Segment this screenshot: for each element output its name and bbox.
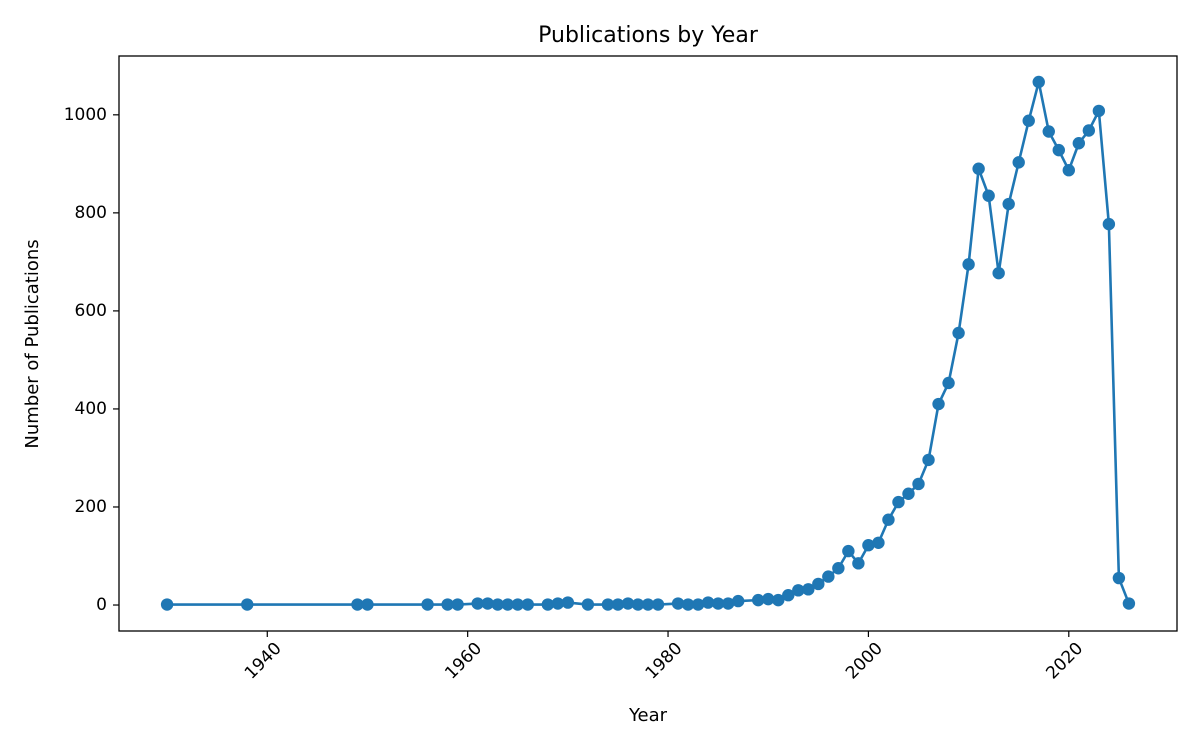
- data-point: [1112, 571, 1126, 585]
- data-point: [792, 584, 805, 597]
- y-tick-label: 400: [75, 399, 107, 419]
- data-point: [802, 583, 815, 596]
- data-point: [351, 598, 364, 611]
- data-point: [842, 544, 855, 558]
- data-point: [160, 598, 174, 611]
- data-point: [1002, 197, 1015, 211]
- data-point: [862, 539, 875, 552]
- x-tick-label: 2020: [1042, 639, 1087, 684]
- data-point: [511, 598, 524, 611]
- data-point: [1042, 125, 1055, 138]
- data-point: [631, 598, 645, 611]
- data-point: [1092, 104, 1106, 118]
- data-point: [611, 598, 625, 611]
- y-tick-label: 0: [96, 595, 107, 615]
- data-point: [651, 598, 665, 611]
- data-point: [852, 557, 865, 570]
- data-point: [892, 495, 905, 509]
- data-point: [922, 453, 935, 467]
- x-tick-label: 1980: [642, 639, 687, 684]
- data-point: [942, 376, 955, 390]
- data-point: [521, 598, 534, 611]
- data-point: [441, 598, 454, 611]
- data-point: [731, 594, 745, 608]
- data-point: [601, 598, 615, 611]
- data-point: [681, 598, 695, 611]
- data-point: [711, 597, 725, 610]
- data-point: [561, 596, 575, 609]
- data-point: [721, 597, 735, 610]
- data-point: [912, 477, 925, 491]
- data-point: [1072, 137, 1086, 150]
- data-point: [361, 598, 374, 611]
- data-point: [812, 577, 825, 591]
- data-point: [501, 598, 514, 611]
- data-point: [782, 589, 795, 602]
- data-point: [932, 397, 945, 411]
- data-point: [762, 592, 775, 606]
- data-point: [241, 598, 254, 611]
- data-point: [1062, 164, 1075, 177]
- data-point: [691, 598, 705, 611]
- data-point: [581, 598, 595, 611]
- data-point: [822, 570, 835, 583]
- data-point: [972, 162, 985, 175]
- data-point: [1052, 143, 1065, 157]
- x-tick-label: 1940: [241, 639, 286, 684]
- y-tick-label: 200: [75, 497, 107, 517]
- x-axis-label: Year: [628, 705, 668, 726]
- data-point: [902, 487, 915, 500]
- data-point: [471, 597, 484, 610]
- data-point: [421, 598, 434, 611]
- data-point: [551, 597, 565, 610]
- data-point: [882, 513, 895, 526]
- y-tick-label: 600: [75, 301, 107, 321]
- data-point: [491, 598, 504, 611]
- data-point: [992, 266, 1005, 280]
- data-point: [1082, 124, 1096, 137]
- x-tick-label: 1960: [441, 639, 486, 684]
- chart-title: Publications by Year: [538, 23, 759, 48]
- data-point: [1122, 597, 1136, 610]
- y-axis-label: Number of Publications: [22, 239, 43, 448]
- data-point: [641, 598, 655, 611]
- data-point: [1102, 217, 1116, 231]
- series-line: [167, 80, 1131, 606]
- data-point: [1022, 114, 1035, 127]
- plot-frame: [118, 55, 1178, 632]
- data-point: [982, 189, 995, 202]
- data-point: [1012, 156, 1025, 169]
- data-point: [701, 596, 715, 609]
- series-layer: [160, 75, 1136, 611]
- data-point: [671, 597, 685, 610]
- data-point: [962, 258, 975, 271]
- data-point: [872, 536, 885, 549]
- y-tick-label: 800: [75, 203, 107, 223]
- y-tick-label: 1000: [64, 105, 107, 125]
- data-point: [1032, 75, 1045, 89]
- data-point: [541, 598, 555, 611]
- data-point: [752, 593, 765, 607]
- x-tick-label: 2000: [842, 639, 887, 684]
- data-point: [621, 597, 635, 610]
- tick-layer: 1940 1960 1980 2000 2020 0 200 400 600 800 1000: [64, 105, 1087, 684]
- data-point: [451, 598, 464, 611]
- data-point: [832, 562, 845, 575]
- data-point: [952, 326, 965, 340]
- data-point: [772, 593, 785, 607]
- data-point: [481, 597, 494, 610]
